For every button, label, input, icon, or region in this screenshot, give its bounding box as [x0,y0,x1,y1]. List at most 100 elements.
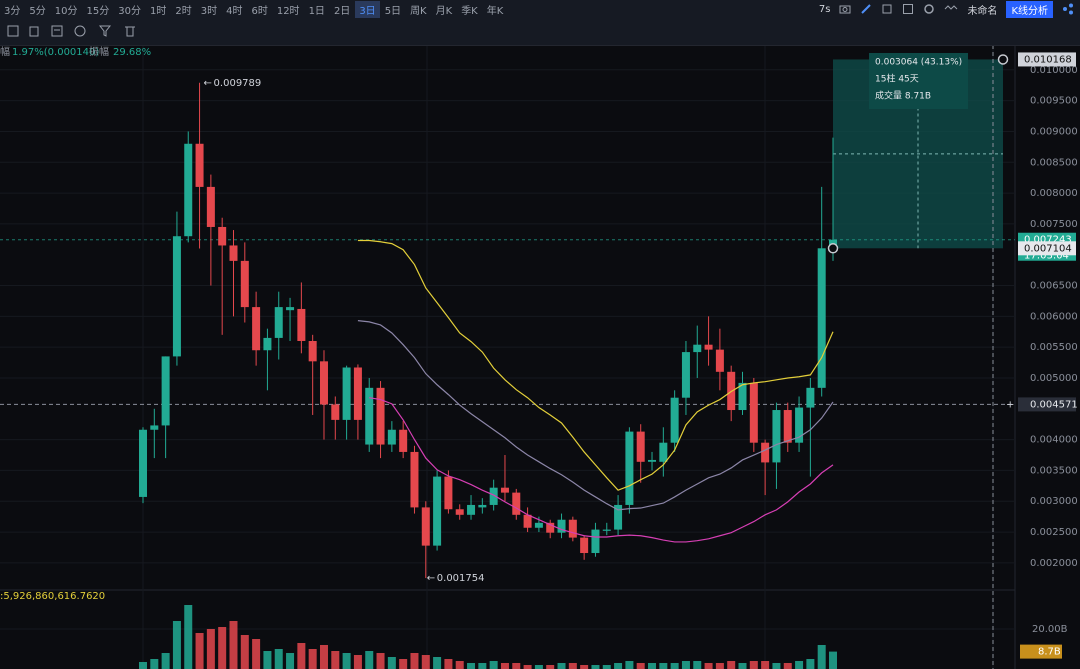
volume-bar [229,621,238,669]
volume-bar [659,663,668,669]
volume-bar [308,649,317,669]
volume-label: :5,926,860,616.7620 [0,591,105,602]
plus: + [1006,399,1014,410]
y-tick-label: 0.010000 [1030,65,1078,76]
interval[interactable]: 12时 [276,5,300,17]
compare-icon[interactable] [74,25,86,37]
measure-info: 成交量 8.71B [875,90,931,102]
interval[interactable]: 2时 [175,5,192,17]
delete-icon[interactable] [125,26,135,37]
volume-bar [387,657,396,669]
volume-bar [806,659,815,669]
interval[interactable]: 10分 [54,5,78,17]
volume-bar [421,655,430,669]
interval[interactable]: 季K [461,5,478,17]
volume-bar [353,655,362,669]
y-tick-label: 0.004000 [1030,435,1078,446]
interval[interactable]: 月K [435,5,453,17]
candle-body [636,431,645,462]
interval[interactable]: 3分 [4,5,21,17]
y-tick-label: 0.003000 [1030,496,1078,507]
fullscreen-icon[interactable] [902,3,914,15]
volume-bar [829,651,837,669]
interval[interactable]: 年K [486,5,504,17]
lock-icon[interactable] [29,26,39,37]
interval[interactable]: 5分 [29,5,46,17]
settings-icon[interactable] [923,3,935,15]
candle-body [421,507,430,546]
volume-bar [172,621,181,669]
refresh-rate[interactable]: 7s [818,3,831,15]
volume-bar [150,659,159,669]
volume-bar [218,627,227,669]
interval[interactable]: 1时 [149,5,167,17]
interval[interactable]: 30分 [118,5,141,17]
y-tick-label: 0.008500 [1030,157,1078,168]
y-tick-label: 0.008000 [1030,188,1078,199]
layout-name[interactable]: 未命名 [967,5,998,17]
y-tick-label: 0.009000 [1030,126,1078,137]
candle-body [150,425,159,430]
moving-average [369,397,834,543]
candle-body [534,522,543,528]
high-label: 0.009789 [214,78,262,89]
analysis-button[interactable]: K线分析 [1006,0,1053,18]
interval[interactable]: 5日 [384,5,402,17]
amplitude-label: 振幅 [89,45,109,58]
candle-body [365,387,374,445]
interval[interactable]: 6时 [251,5,268,17]
y-tick-label: 0.005000 [1030,373,1078,384]
candle-body [263,337,272,351]
candle-body [467,504,476,515]
note-icon[interactable] [51,25,63,37]
candle-body [704,344,713,350]
volume-bar [761,661,770,669]
low-label: 0.001754 [437,573,485,584]
y-tick-label: 0.005500 [1030,342,1078,353]
candle-body [478,504,487,508]
interval[interactable]: 周K [410,5,427,17]
indicator-icon[interactable] [7,25,19,37]
interval[interactable]: 15分 [86,5,110,17]
candle-body [229,245,238,261]
volume-bar [795,661,804,669]
price-tag [1018,241,1076,256]
interval[interactable]: 4时 [226,5,243,17]
volume-bar [410,653,419,669]
volume-bar [557,663,566,669]
camera-icon[interactable] [839,3,851,15]
popout-icon[interactable] [881,3,893,15]
draw-icon[interactable] [860,3,872,15]
measure-end-label: 0.010168 [1024,54,1072,65]
candle-body [286,307,295,311]
candle-body [297,308,306,341]
interval[interactable]: 1日 [308,5,325,17]
volume-bar [478,663,487,669]
volume-bar [568,663,577,669]
interval-list: 3分 5分 10分 15分 30分 1时 2时 3时 4时 6时 12时 1日 2日 3日 5日 周K 月K 季K… [0,0,508,18]
candle-body [568,519,577,538]
candle-body [455,509,464,515]
y-tick-label: 0.006500 [1030,281,1078,292]
measure-info: 0.003064 (43.13%) [875,58,962,68]
share-icon[interactable] [1062,3,1074,15]
candle-body [738,382,747,411]
volume-bar [817,645,826,669]
filter-icon[interactable] [98,25,112,37]
volume-tag [1020,644,1062,659]
volume-bar [500,663,509,669]
interval[interactable]: 3时 [200,5,218,17]
candle-body [591,529,600,554]
candle-body [546,522,555,533]
candle-body [795,407,804,443]
volume-bar [376,653,385,669]
candle-body [512,492,521,515]
measure-info: 15柱 45天 [875,73,919,85]
layout-icon[interactable] [944,3,958,15]
volume-bar [319,645,328,669]
volume-bar [625,661,634,669]
interval[interactable]: 2日 [333,5,351,17]
last-price-label: 0.007243 [1024,235,1072,246]
volume-bar [444,659,453,669]
interval[interactable]: 3日 [355,0,380,18]
